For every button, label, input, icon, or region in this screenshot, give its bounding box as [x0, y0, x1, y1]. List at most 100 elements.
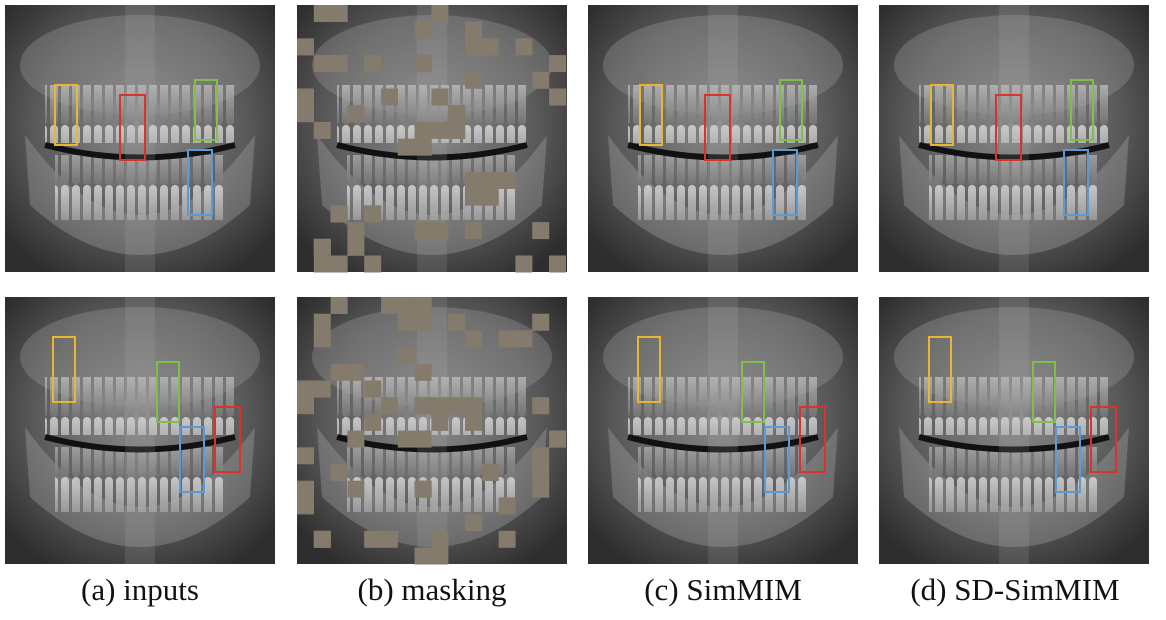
mask-patch	[347, 105, 364, 122]
mask-patch	[415, 22, 432, 39]
mask-patch	[415, 222, 432, 239]
mask-patch	[465, 414, 482, 431]
mask-patch	[448, 314, 465, 331]
mask-patch	[398, 347, 415, 364]
mask-patch	[297, 89, 314, 106]
mask-patch	[499, 531, 516, 548]
mask-patch	[431, 89, 448, 106]
mask-patch	[482, 189, 499, 206]
mask-patch	[515, 38, 532, 55]
mask-patch	[314, 239, 331, 256]
mask-patch	[398, 139, 415, 156]
mask-patch	[415, 314, 432, 331]
mask-patch	[532, 447, 549, 464]
mask-patch	[331, 5, 348, 22]
mask-patch	[364, 381, 381, 398]
mask-patch	[364, 414, 381, 431]
mask-patch	[465, 172, 482, 189]
mask-patch	[347, 364, 364, 381]
mask-patch	[431, 397, 448, 414]
mask-patch	[297, 381, 314, 398]
mask-patch	[549, 55, 566, 72]
xray-image	[5, 5, 275, 272]
xray-panel	[588, 5, 858, 272]
mask-patch	[549, 256, 566, 273]
mask-patch	[431, 122, 448, 139]
mask-patch	[415, 364, 432, 381]
mask-patch	[398, 431, 415, 448]
mask-patch	[415, 297, 432, 314]
mask-patch	[314, 5, 331, 22]
mask-patch	[465, 38, 482, 55]
mask-patch	[314, 314, 331, 331]
mask-patch	[297, 105, 314, 122]
mask-patch	[331, 55, 348, 72]
mask-patch	[331, 297, 348, 314]
caption: (a) inputs	[81, 572, 199, 607]
mask-patch	[381, 531, 398, 548]
mask-patch	[415, 139, 432, 156]
mask-patch	[331, 205, 348, 222]
page: (a) inputs (b) masking (c) SimMIM (d) SD…	[0, 0, 1166, 620]
mask-patch	[347, 222, 364, 239]
mask-patch	[515, 256, 532, 273]
mask-patch	[482, 464, 499, 481]
xray-panel	[879, 5, 1149, 272]
mask-patch	[431, 5, 448, 22]
mask-patch	[364, 531, 381, 548]
mask-patch	[381, 89, 398, 106]
mask-patch	[297, 38, 314, 55]
xray-panel	[879, 297, 1149, 564]
mask-patch	[415, 481, 432, 498]
mask-patch	[532, 464, 549, 481]
mask-patch	[415, 55, 432, 72]
mask-patch	[448, 105, 465, 122]
mask-patch	[314, 531, 331, 548]
mask-patch	[347, 239, 364, 256]
mask-patch	[465, 330, 482, 347]
mask-patch	[465, 397, 482, 414]
xray-panel	[588, 297, 858, 564]
caption: (c) SimMIM	[644, 572, 802, 607]
mask-patch	[398, 297, 415, 314]
mask-patch	[314, 55, 331, 72]
mask-patch	[297, 447, 314, 464]
mask-patch	[364, 205, 381, 222]
xray-image	[5, 297, 275, 564]
mask-patch	[448, 122, 465, 139]
xray-image	[588, 297, 858, 564]
mask-patch	[415, 122, 432, 139]
mask-patch	[482, 172, 499, 189]
mask-patch	[297, 497, 314, 514]
mask-patch	[465, 72, 482, 89]
mask-patch	[347, 431, 364, 448]
mask-patch	[431, 531, 448, 548]
xray-image	[879, 297, 1149, 564]
mask-patch	[549, 89, 566, 106]
mask-patch	[331, 256, 348, 273]
mask-patch	[499, 172, 516, 189]
caption: (d) SD-SimMIM	[910, 572, 1119, 607]
mask-patch	[415, 431, 432, 448]
mask-patch	[415, 397, 432, 414]
mask-patch	[381, 297, 398, 314]
mask-patch	[532, 314, 549, 331]
figure: (a) inputs (b) masking (c) SimMIM (d) SD…	[0, 0, 1166, 620]
mask-patch	[297, 481, 314, 498]
mask-patch	[431, 414, 448, 431]
mask-patch	[431, 548, 448, 565]
mask-patch	[331, 464, 348, 481]
mask-patch	[448, 397, 465, 414]
mask-patch	[347, 481, 364, 498]
mask-patch	[532, 397, 549, 414]
mask-patch	[532, 222, 549, 239]
mask-patch	[465, 222, 482, 239]
mask-patch	[415, 548, 432, 565]
panels	[5, 5, 1149, 565]
mask-patch	[297, 397, 314, 414]
mask-patch	[532, 481, 549, 498]
mask-patch	[465, 514, 482, 531]
mask-patch	[331, 364, 348, 381]
mask-patch	[314, 256, 331, 273]
mask-patch	[482, 38, 499, 55]
